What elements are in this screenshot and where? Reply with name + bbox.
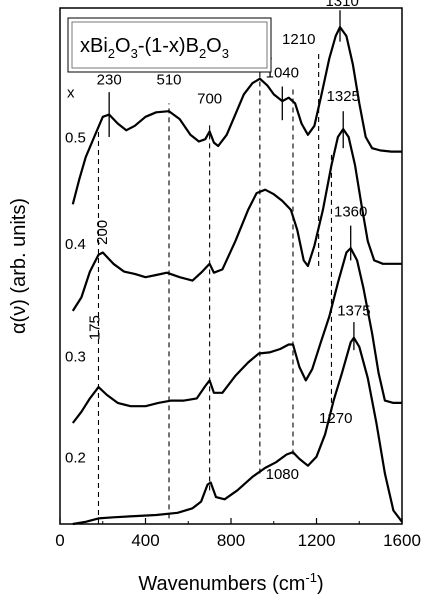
x-tick-label: 0 [55, 531, 64, 550]
peak-label-1210: 1210 [282, 31, 315, 48]
peak-label-1360: 1360 [334, 204, 367, 221]
x-axis-title: Wavenumbers (cm-1) [138, 570, 323, 595]
peak-label-1040: 1040 [266, 65, 299, 82]
peak-label-1310: 1310 [325, 0, 358, 10]
series-label-0.5: 0.5 [65, 130, 86, 147]
series-labels: x 0.2 0.3 0.4 0.5 [65, 85, 86, 467]
series-label-0.3: 0.3 [65, 348, 86, 365]
series-label-header: x [67, 85, 75, 102]
peak-label-230: 230 [97, 71, 122, 88]
legend-inner-frame [71, 21, 268, 69]
peak-label-1270: 1270 [319, 410, 352, 427]
x-tick-label: 1600 [383, 531, 421, 550]
legend-formula: xBi2O3-(1-x)B2O3 [80, 35, 229, 61]
composition-legend-box: xBi2O3-(1-x)B2O3 [67, 17, 272, 73]
legend-outer-frame [67, 17, 272, 73]
spectrum-x-0.5 [71, 26, 402, 205]
dashed-reference-lines [97, 52, 333, 524]
series-label-0.4: 0.4 [65, 236, 86, 253]
peak-label-1080: 1080 [266, 466, 299, 483]
peak-label-200: 200 [94, 220, 111, 245]
peak-markers [108, 10, 355, 351]
x-tick-label: 800 [217, 531, 245, 550]
peak-label-175: 175 [87, 315, 104, 340]
spectrum-x-0.2 [72, 336, 403, 526]
spectrum-x-0.4 [71, 128, 402, 312]
peak-label-1375: 1375 [337, 302, 370, 319]
axis-ticks: 0 400 800 1200 1600 [55, 518, 421, 550]
spectrum-x-0.3 [71, 247, 402, 424]
peak-label-700: 700 [197, 90, 222, 107]
peak-label-1325: 1325 [327, 88, 360, 105]
peak-label-510: 510 [156, 71, 181, 88]
y-axis-title: α(ν) (arb. units) [8, 198, 30, 334]
series-label-0.2: 0.2 [65, 449, 86, 466]
x-tick-label: 1200 [298, 531, 336, 550]
x-tick-label: 400 [131, 531, 159, 550]
spectra-series [71, 26, 403, 526]
